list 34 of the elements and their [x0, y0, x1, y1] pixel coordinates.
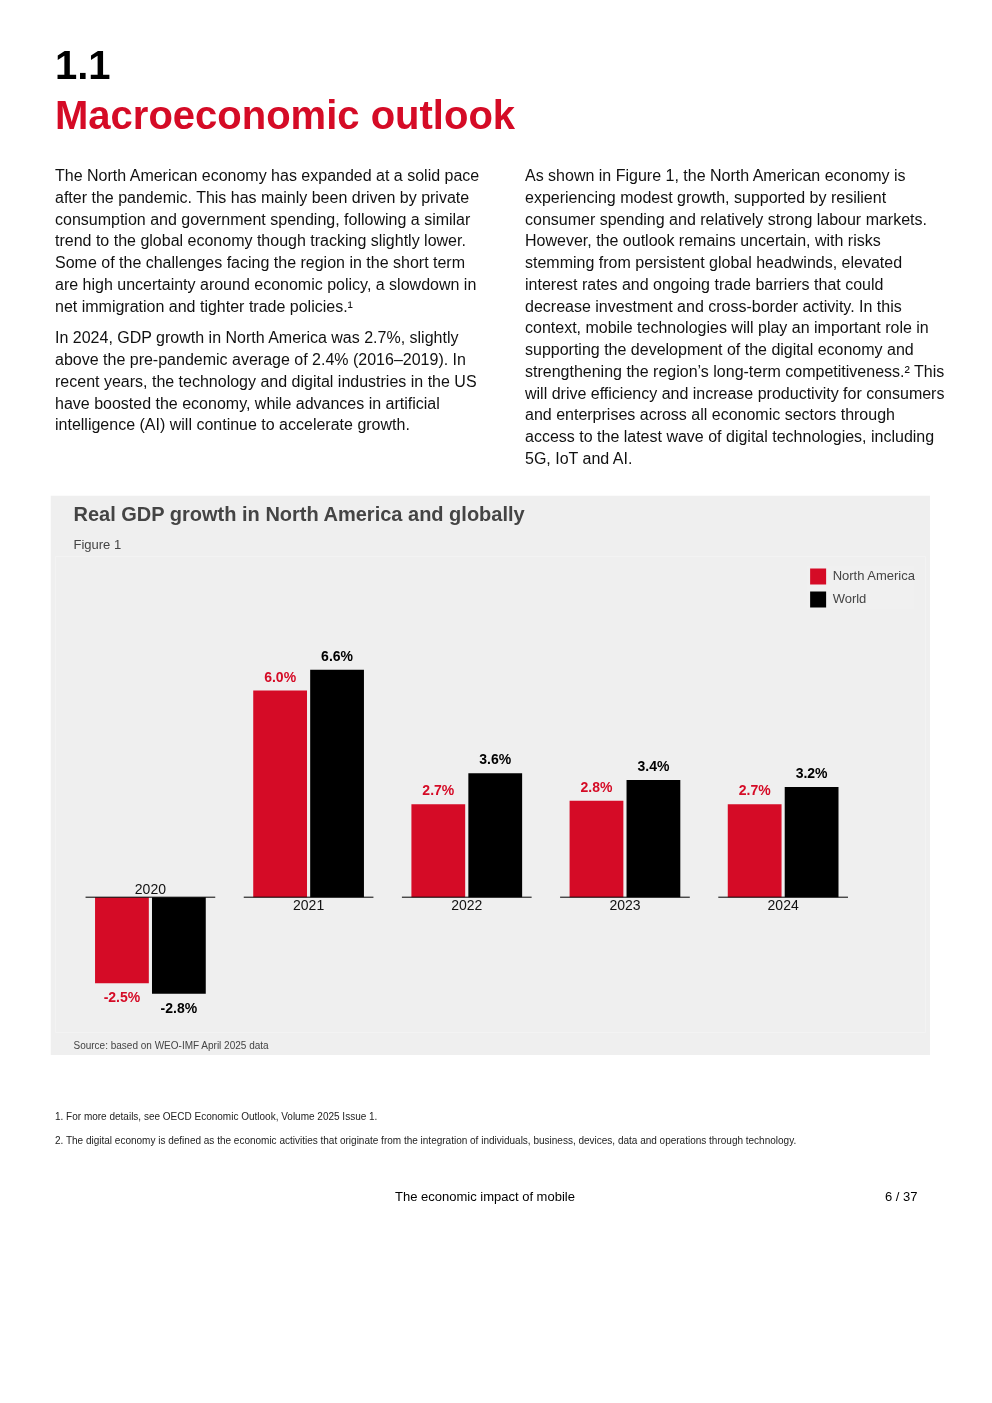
data-label: 3.6% — [479, 750, 512, 767]
data-label: -2.8% — [160, 999, 198, 1016]
bar — [253, 690, 308, 897]
source-note: Source: based on WEO-IMF April 2025 data — [73, 1039, 270, 1050]
text: 2. The digital economy is defined as the economic activities that originate from the integration of individuals, business, devices, data and operations through technology. — [55, 1133, 797, 1148]
data-label: 3.4% — [637, 757, 670, 774]
text: Macroeconomic outlook — [55, 93, 516, 137]
text: In 2024, GDP growth in North America was 2.7%, slightly above the pre-pandemic average of 2.4% (2016–2019). In recent years, the technology and digital industries in the US have boosted the economy, while advances in artificial intelligence (AI) will continue to accelerate growth. — [55, 328, 478, 436]
text: 6 / 37 — [885, 1188, 918, 1207]
x-tick-label: 2024 — [767, 896, 799, 913]
data-label: 6.6% — [321, 647, 354, 664]
bar — [95, 896, 149, 983]
data-label: 2.7% — [738, 781, 772, 798]
x-tick-label: 2023 — [609, 896, 641, 913]
bar — [569, 800, 624, 897]
chart-subtitle: Figure 1 — [73, 536, 122, 551]
data-label: 2.7% — [422, 781, 455, 798]
legend-label: World — [832, 591, 867, 606]
data-label: 2.8% — [580, 778, 613, 795]
data-label: 3.2% — [795, 764, 829, 781]
data-label: 6.0% — [264, 668, 297, 684]
x-tick-label: 2021 — [293, 896, 325, 913]
text: As shown in Figure 1, the North American economy is experiencing modest growth, supported by resilient consumer spending and relatively strong labour markets. However, the outlook remains uncertain, with risks stemming from persistent global headwinds, elevated interest rates and ongoing trade barriers that could decrease investment and cross-border activity. In this context, mobile technologies will play an important role in supporting the development of the digital economy and strengthening the region’s long-term competitiveness.² This will drive efficiency and increase productivity for consumers and enterprises across all economic sectors through access to the latest wave of digital technologies, including 5G, IoT and AI. — [525, 167, 945, 467]
text: 1.1 — [55, 43, 111, 87]
bar — [727, 803, 782, 897]
data-label: -2.5% — [103, 988, 141, 1005]
text: 1. For more details, see OECD Economic Outlook, Volume 2025 Issue 1. — [55, 1109, 378, 1124]
x-tick-label: 2020 — [134, 880, 167, 897]
text: The North American economy has expanded at a solid pace after the pandemic. This has mainly been driven by private consumption and government spending, following a similar trend to the global economy though tracking slightly lower. Some of the challenges facing the region in the short term are high uncertainty around economic policy, a slowdown in net immigration and tighter trade policies.¹ — [55, 166, 481, 317]
legend-label: North America — [832, 568, 915, 583]
x-tick-label: 2022 — [451, 896, 483, 913]
chart-title: Real GDP growth in North America and globally — [73, 502, 526, 524]
text: The economic impact of mobile — [395, 1188, 575, 1207]
bar — [411, 803, 466, 897]
